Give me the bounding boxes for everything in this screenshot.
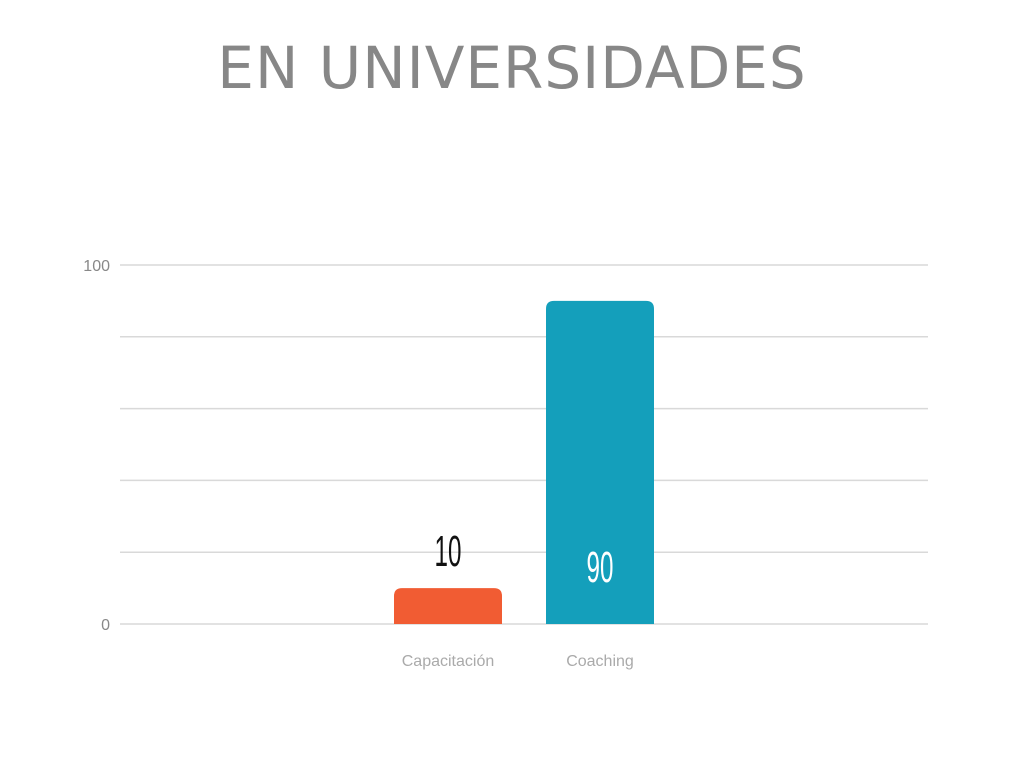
y-tick-label: 100 (83, 258, 110, 275)
x-category-label: Coaching (566, 653, 634, 670)
bar-coaching (546, 300, 654, 624)
y-tick-label: 0 (101, 617, 110, 634)
bar-capacitación (394, 588, 502, 624)
x-category-label: Capacitación (402, 653, 495, 670)
data-label: 90 (587, 542, 614, 592)
chart-title: EN UNIVERSIDADES (217, 34, 807, 102)
data-label: 10 (435, 526, 462, 576)
